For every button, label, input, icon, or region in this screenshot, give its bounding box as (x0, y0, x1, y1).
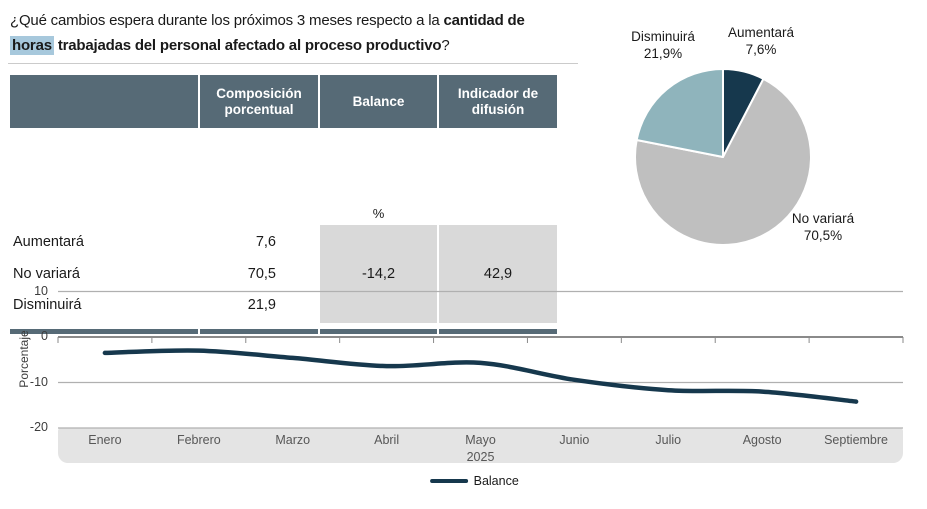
question-mark: ? (441, 37, 450, 54)
legend-label: Balance (473, 474, 519, 488)
x-axis-year-label: 2025 (466, 450, 495, 464)
table-header-row: Composición porcentual Balance Indicador… (10, 75, 557, 128)
pie-label-pct: 7,6% (745, 42, 777, 57)
question-text-bold: cantidad de (443, 12, 525, 29)
table-header-composicion: Composición porcentual (200, 75, 318, 128)
x-axis-label-marzo: Marzo (275, 433, 311, 447)
summary-table: Composición porcentual Balance Indicador… (10, 75, 557, 334)
y-tick-label-0: 0 (41, 329, 48, 343)
pie-label-name: Aumentará (727, 25, 795, 40)
pie-label-disminuira: Disminuirá 21,9% (631, 28, 695, 62)
divider-line (8, 63, 578, 64)
table-row-label-aumentara: Aumentará (13, 234, 84, 250)
table-row-value-aumentara: 7,6 (255, 234, 276, 250)
balance-value-cell: -14,2 (320, 225, 437, 323)
pie-slice-no-variará (634, 77, 812, 246)
table-bottom-border (200, 329, 318, 334)
x-axis-label-julio: Julio (655, 433, 682, 447)
pie-label-pct: 21,9% (643, 46, 683, 61)
table-row-value-disminuira: 21,9 (247, 297, 276, 313)
table-header-difusion: Indicador de difusión (439, 75, 557, 128)
percent-symbol: % (372, 206, 385, 221)
table-bottom-border (10, 329, 198, 334)
table-bottom-border (439, 329, 557, 334)
table-bottom-border (320, 329, 437, 334)
x-axis-label-septiembre: Septiembre (824, 433, 889, 447)
x-axis-label-junio: Junio (559, 433, 590, 447)
chart-legend: Balance (429, 474, 519, 488)
table-header-empty (10, 75, 198, 128)
table-row-label-no-variara: No variará (13, 266, 80, 282)
x-axis-label-febrero: Febrero (176, 433, 221, 447)
question-title: ¿Qué cambios espera durante los próximos… (10, 8, 650, 58)
question-text-bold-rest: trabajadas del personal afectado al proc… (53, 37, 442, 54)
table-row-label-disminuira: Disminuirá (13, 297, 82, 313)
table-row-value-no-variara: 70,5 (247, 266, 276, 282)
table-header-balance: Balance (320, 75, 437, 128)
pie-label-no-variara: No variará 70,5% (792, 210, 854, 244)
y-tick-label--10: -10 (29, 374, 48, 389)
pie-chart (634, 68, 812, 246)
highlighted-word: horas (10, 36, 54, 55)
y-tick-label-10: 10 (34, 283, 48, 298)
x-axis-label-enero: Enero (88, 433, 122, 447)
legend-line-swatch (429, 479, 468, 483)
pie-label-pct: 70,5% (803, 228, 843, 243)
balance-series-line (102, 348, 859, 404)
question-text-regular: ¿Qué cambios espera durante los próximos… (10, 12, 444, 29)
pie-label-aumentara: Aumentará 7,6% (728, 24, 794, 58)
pie-label-name: Disminuirá (631, 29, 695, 44)
x-axis-label-mayo: Mayo (465, 433, 496, 447)
diffusion-value-cell: 42,9 (439, 225, 557, 323)
x-axis-band: Enero Febrero Marzo Abril Mayo Junio Julio Agos… (58, 428, 903, 464)
y-tick-label--20: -20 (29, 420, 48, 434)
pie-label-name: No variará (791, 211, 855, 226)
x-axis-label-abril: Abril (374, 433, 400, 447)
x-axis-label-agosto: Agosto (742, 433, 782, 447)
pie-slice-disminuirá (635, 68, 724, 158)
